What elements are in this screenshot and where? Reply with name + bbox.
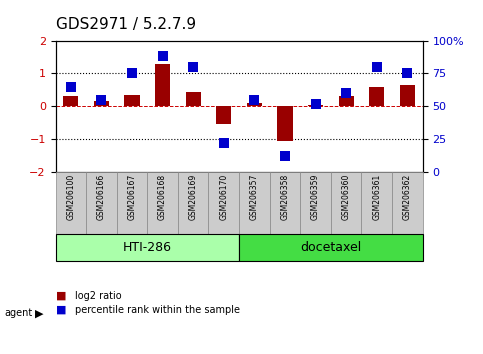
- Point: [342, 90, 350, 96]
- Text: GSM206361: GSM206361: [372, 173, 381, 220]
- Text: log2 ratio: log2 ratio: [75, 291, 122, 301]
- Point: [403, 70, 411, 76]
- Point: [312, 101, 319, 106]
- Text: ■: ■: [56, 305, 66, 315]
- Point: [98, 97, 105, 102]
- Point: [67, 84, 75, 89]
- Text: GSM206168: GSM206168: [158, 173, 167, 219]
- Bar: [155, 64, 170, 106]
- Bar: [247, 103, 262, 106]
- Text: HTI-286: HTI-286: [123, 241, 172, 254]
- Text: GSM206362: GSM206362: [403, 173, 412, 220]
- Bar: [308, 104, 323, 106]
- Text: GSM206169: GSM206169: [189, 173, 198, 220]
- Bar: [63, 96, 78, 106]
- Bar: [339, 96, 354, 106]
- Text: percentile rank within the sample: percentile rank within the sample: [75, 305, 240, 315]
- Text: GSM206167: GSM206167: [128, 173, 137, 220]
- Bar: [117, 172, 147, 234]
- Point: [189, 64, 197, 70]
- Text: docetaxel: docetaxel: [300, 241, 361, 254]
- Bar: [209, 172, 239, 234]
- Bar: [270, 172, 300, 234]
- Bar: [400, 85, 415, 106]
- Bar: [56, 234, 239, 261]
- Bar: [147, 172, 178, 234]
- Bar: [369, 86, 384, 106]
- Text: ■: ■: [56, 291, 66, 301]
- Bar: [277, 106, 293, 141]
- Text: GSM206358: GSM206358: [281, 173, 289, 220]
- Point: [220, 140, 227, 145]
- Bar: [331, 172, 361, 234]
- Text: ▶: ▶: [35, 308, 44, 318]
- Bar: [86, 172, 117, 234]
- Text: GSM206359: GSM206359: [311, 173, 320, 220]
- Text: GSM206170: GSM206170: [219, 173, 228, 220]
- Bar: [216, 106, 231, 124]
- Point: [159, 53, 167, 59]
- Bar: [239, 172, 270, 234]
- Point: [251, 97, 258, 102]
- Point: [281, 153, 289, 159]
- Point: [373, 64, 381, 70]
- Bar: [392, 172, 423, 234]
- Text: GDS2971 / 5.2.7.9: GDS2971 / 5.2.7.9: [56, 17, 196, 32]
- Bar: [125, 95, 140, 106]
- Bar: [239, 234, 423, 261]
- Bar: [185, 92, 201, 106]
- Text: GSM206166: GSM206166: [97, 173, 106, 220]
- Text: GSM206360: GSM206360: [341, 173, 351, 220]
- Bar: [56, 172, 86, 234]
- Bar: [300, 172, 331, 234]
- Text: GSM206100: GSM206100: [66, 173, 75, 220]
- Text: GSM206357: GSM206357: [250, 173, 259, 220]
- Bar: [178, 172, 209, 234]
- Point: [128, 70, 136, 76]
- Bar: [94, 101, 109, 106]
- Text: agent: agent: [5, 308, 33, 318]
- Bar: [361, 172, 392, 234]
